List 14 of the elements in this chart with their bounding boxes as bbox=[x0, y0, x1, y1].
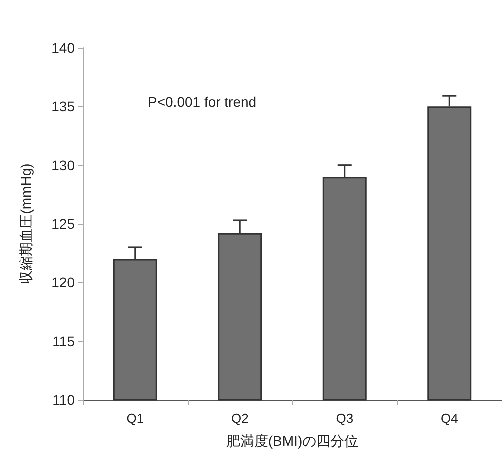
y-tick-label: 110 bbox=[52, 392, 76, 408]
x-tick-label: Q4 bbox=[440, 411, 458, 426]
x-axis-title: 肥満度(BMI)の四分位 bbox=[226, 433, 359, 449]
x-tick-label: Q3 bbox=[336, 411, 354, 426]
y-tick-label: 130 bbox=[52, 157, 76, 174]
y-tick-label: 115 bbox=[52, 333, 76, 350]
x-tick-label: Q2 bbox=[231, 411, 249, 426]
annotation: P<0.001 for trend bbox=[148, 94, 257, 110]
y-axis-title: 収縮期血圧(mmHg) bbox=[18, 164, 34, 284]
y-tick-label: 135 bbox=[52, 98, 76, 115]
y-tick-label: 120 bbox=[52, 274, 76, 291]
y-tick-label: 140 bbox=[52, 40, 76, 56]
y-tick-label: 125 bbox=[52, 216, 76, 232]
x-tick-label: Q1 bbox=[126, 411, 144, 426]
